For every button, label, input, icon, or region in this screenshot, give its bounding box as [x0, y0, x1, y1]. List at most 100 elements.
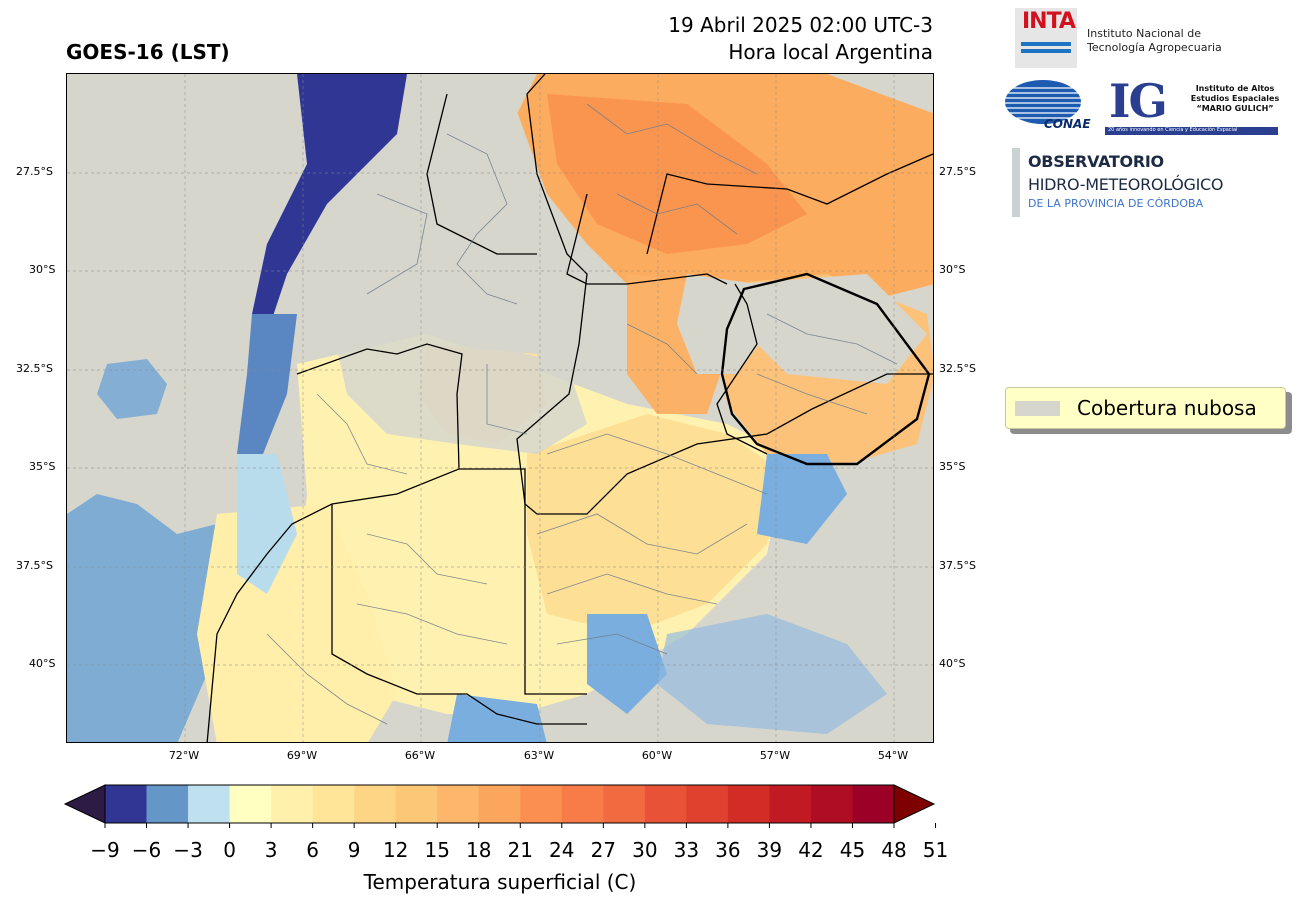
lat-label-left: 40°S	[29, 657, 56, 670]
colorbar-tick-label: 12	[382, 838, 409, 862]
ig-logo-letters: IG	[1109, 74, 1168, 128]
map-canvas	[67, 74, 933, 742]
ig-logo	[1105, 77, 1278, 135]
lon-label: 63°W	[523, 749, 555, 762]
colorbar-under-triangle	[63, 784, 106, 824]
colorbar-tick-label: 24	[549, 838, 575, 862]
cloud-legend-swatch	[1015, 401, 1060, 416]
ig-logo-footer: 20 años innovando en Ciencia y Educación…	[1108, 127, 1238, 133]
cloud-patch-uruguay	[737, 274, 927, 384]
ig-logo-text: Instituto de Altos Estudios Espaciales “…	[1190, 84, 1280, 114]
colorbar-tick-label: 42	[798, 838, 824, 862]
colorbar-segment	[644, 785, 687, 823]
colorbar-segment	[561, 785, 604, 823]
colorbar-tick-label: 0	[223, 838, 236, 862]
colorbar-title: Temperatura superficial (C)	[363, 870, 637, 894]
colorbar-tick-label: 30	[632, 838, 658, 862]
inta-logo-bars	[1021, 42, 1071, 53]
map-panel	[66, 73, 934, 743]
inta-logo-word: INTA	[1022, 9, 1076, 34]
observatorio-title: OBSERVATORIO	[1028, 152, 1164, 171]
colorbar-segment	[105, 785, 148, 823]
atlantic-cold-3	[447, 694, 547, 742]
colorbar-segment	[395, 785, 438, 823]
conae-logo-word: CONAE	[1044, 117, 1091, 131]
cloud-legend: Cobertura nubosa	[1005, 387, 1286, 429]
local-time-line: Hora local Argentina	[728, 40, 933, 64]
colorbar-tick-label: 51	[922, 838, 949, 862]
cloud-legend-label: Cobertura nubosa	[1077, 396, 1257, 420]
colorbar-tick-label: −9	[90, 838, 120, 862]
colorbar-tick-label: −6	[131, 838, 162, 862]
colorbar-segment	[810, 785, 853, 823]
colorbar-segment	[354, 785, 397, 823]
lat-label-right: 32.5°S	[939, 362, 976, 375]
colorbar-segment	[437, 785, 480, 823]
product-title: GOES-16 (LST)	[66, 40, 230, 64]
inta-name-line: Instituto Nacional de	[1087, 27, 1201, 40]
observatorio-subtitle: HIDRO-METEOROLÓGICO	[1028, 175, 1224, 194]
colorbar-segment	[686, 785, 729, 823]
department-borders	[266, 103, 898, 725]
andes-cold-edge	[237, 314, 297, 494]
colorbar-tick-label: 15	[424, 838, 450, 862]
lat-label-left: 30°S	[29, 263, 56, 276]
colorbar-tick-label: 39	[756, 838, 783, 862]
lon-label: 57°W	[759, 749, 791, 762]
datetime-title: 19 Abril 2025 02:00 UTC-3 Hora local Arg…	[668, 12, 933, 66]
colorbar-tick-label: 33	[673, 838, 700, 862]
atlantic-cold-2	[587, 614, 667, 714]
andes-light-cold	[237, 454, 297, 594]
lon-label: 72°W	[168, 749, 200, 762]
lat-label-left: 27.5°S	[16, 165, 53, 178]
lat-label-right: 30°S	[939, 263, 966, 276]
atlantic-scatter	[657, 614, 887, 734]
colorbar-tick-label: 3	[264, 838, 278, 862]
ig-line: Instituto de Altos	[1195, 84, 1275, 93]
lat-label-right: 40°S	[939, 657, 966, 670]
ig-line: “MARIO GULICH”	[1196, 104, 1274, 113]
colorbar-segment	[478, 785, 521, 823]
ig-line: Estudios Espaciales	[1190, 94, 1280, 103]
observatorio-province: DE LA PROVINCIA DE CÓRDOBA	[1028, 197, 1204, 210]
lon-label: 66°W	[404, 749, 436, 762]
pacific-cold-area	[67, 494, 227, 742]
colorbar-tick-label: 6	[306, 838, 319, 862]
lat-label-left: 37.5°S	[16, 559, 53, 572]
colorbar-tick-label: −3	[173, 838, 203, 862]
pacific-cold-spot	[97, 359, 167, 419]
datetime-line: 19 Abril 2025 02:00 UTC-3	[668, 13, 933, 37]
conae-logo	[1004, 80, 1083, 124]
cloud-patch-central	[327, 304, 587, 454]
lon-label: 54°W	[877, 749, 909, 762]
colorbar-segment	[229, 785, 272, 823]
andes-cold-strip	[252, 74, 407, 334]
province-borders	[206, 74, 933, 742]
lon-label: 69°W	[286, 749, 318, 762]
colorbar-frame	[104, 784, 895, 824]
lat-label-left: 32.5°S	[16, 362, 53, 375]
colorbar-tick-label: 18	[466, 838, 492, 862]
colorbar-tick-label: 21	[507, 838, 533, 862]
colorbar-tick-label: 9	[347, 838, 361, 862]
colorbar-segment	[520, 785, 563, 823]
colorbar-segment	[312, 785, 355, 823]
inta-logo	[1015, 8, 1077, 68]
graticule	[67, 74, 933, 742]
lat-label-right: 35°S	[939, 460, 966, 473]
colorbar-tick-label: 48	[881, 838, 907, 862]
colorbar-segment	[769, 785, 812, 823]
colorbar-over-triangle	[893, 784, 936, 824]
lat-label-right: 37.5°S	[939, 559, 976, 572]
colorbar-segment	[188, 785, 231, 823]
observatorio-logo-bar	[1012, 148, 1020, 217]
atlantic-cold-1	[757, 454, 847, 544]
lat-label-right: 27.5°S	[939, 165, 976, 178]
colorbar-tick-label: 45	[839, 838, 866, 862]
inta-name: Instituto Nacional de Tecnología Agropec…	[1087, 27, 1222, 55]
inta-name-line: Tecnología Agropecuaria	[1087, 41, 1222, 54]
colorbar-tick-label: 36	[715, 838, 741, 862]
colorbar-segment	[727, 785, 770, 823]
colorbar-segment	[271, 785, 314, 823]
colorbar-segment	[852, 785, 895, 823]
